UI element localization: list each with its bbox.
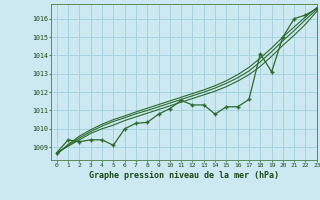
X-axis label: Graphe pression niveau de la mer (hPa): Graphe pression niveau de la mer (hPa): [89, 171, 279, 180]
